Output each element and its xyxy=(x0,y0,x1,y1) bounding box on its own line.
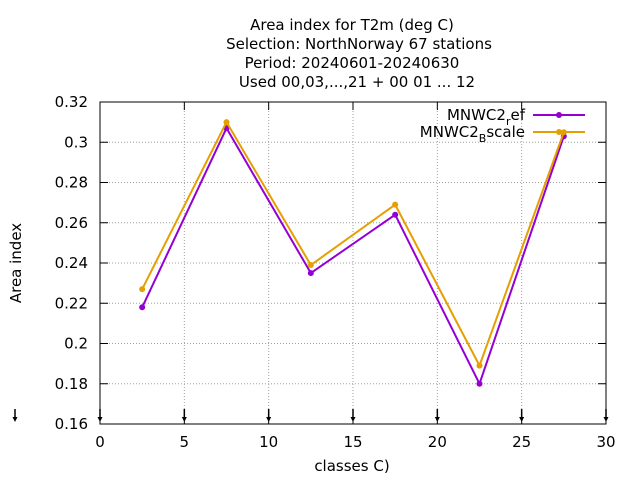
bottom-arrow-marker xyxy=(603,409,609,422)
x-tick-label: 20 xyxy=(428,433,447,451)
bottom-arrow-marker xyxy=(434,409,440,422)
bottom-arrow-marker xyxy=(12,409,18,422)
y-tick-label: 0.22 xyxy=(55,294,88,312)
y-tick-label: 0.26 xyxy=(55,214,88,232)
y-tick-label: 0.28 xyxy=(55,174,88,192)
legend-label-sub: B xyxy=(479,132,487,145)
data-point xyxy=(139,286,146,293)
data-point xyxy=(139,304,146,311)
arrow-head xyxy=(603,417,609,422)
bottom-arrow-marker xyxy=(266,409,272,422)
data-point xyxy=(223,119,230,126)
data-point xyxy=(307,270,314,277)
legend-label-rest: scale xyxy=(486,123,525,141)
axis-ticks: 0.16 0.18 0.2 0.22 0.24 0.26 0.28 0.3 0.32 0 5 10 15… xyxy=(55,93,616,451)
data-point xyxy=(392,211,399,218)
arrow-head xyxy=(434,417,440,422)
arrow-head xyxy=(181,417,187,422)
arrow-head xyxy=(97,417,103,422)
data-point xyxy=(476,380,483,387)
series xyxy=(139,119,567,387)
y-tick-label: 0.18 xyxy=(55,375,88,393)
legend-label-main: MNWC2 xyxy=(447,106,506,124)
y-tick-label: 0.32 xyxy=(55,93,88,111)
legend-entry: MNWC2Bscale xyxy=(420,123,585,145)
legend-marker xyxy=(556,112,562,118)
bottom-arrow-marker xyxy=(181,409,187,422)
y-tick-label: 0.16 xyxy=(55,415,88,433)
title-line: Area index for T2m (deg C) xyxy=(250,16,454,34)
data-point xyxy=(307,262,314,269)
legend-label-rest: ef xyxy=(510,106,525,124)
series-line xyxy=(141,120,565,369)
x-tick-label: 15 xyxy=(343,433,362,451)
y-tick-label: 0.3 xyxy=(64,133,88,151)
plot-frame xyxy=(99,101,607,425)
arrow-head xyxy=(12,417,18,422)
chart-title: Area index for T2m (deg C)Selection: Nor… xyxy=(226,16,492,91)
title-line: Period: 20240601-20240630 xyxy=(245,54,460,72)
bottom-markers xyxy=(12,409,609,422)
bottom-arrow-marker xyxy=(350,409,356,422)
legend-marker xyxy=(556,129,562,135)
series-line xyxy=(141,126,565,387)
data-point xyxy=(476,362,483,369)
arrow-head xyxy=(266,417,272,422)
x-tick-label: 10 xyxy=(259,433,278,451)
y-tick-label: 0.24 xyxy=(55,254,88,272)
legend-label: MNWC2ref xyxy=(447,106,526,128)
legend-entry: MNWC2ref xyxy=(447,106,585,128)
title-line: Selection: NorthNorway 67 stations xyxy=(226,35,492,53)
x-tick-label: 30 xyxy=(596,433,615,451)
grid xyxy=(100,102,606,424)
x-tick-label: 5 xyxy=(180,433,190,451)
y-tick-label: 0.2 xyxy=(64,335,88,353)
x-axis-label: classes C) xyxy=(314,457,389,475)
legend-label-sub: r xyxy=(506,115,511,128)
legend-label-main: MNWC2 xyxy=(420,123,479,141)
legend-label: MNWC2Bscale xyxy=(420,123,525,145)
data-point xyxy=(392,201,399,208)
series-2 xyxy=(139,119,567,369)
arrow-head xyxy=(350,417,356,422)
arrow-head xyxy=(519,417,525,422)
x-tick-label: 25 xyxy=(512,433,531,451)
bottom-arrow-marker xyxy=(97,409,103,422)
title-line: Used 00,03,...,21 + 00 01 ... 12 xyxy=(239,73,475,91)
bottom-arrow-marker xyxy=(519,409,525,422)
x-tick-label: 0 xyxy=(95,433,105,451)
y-axis-label: Area index xyxy=(7,223,25,303)
